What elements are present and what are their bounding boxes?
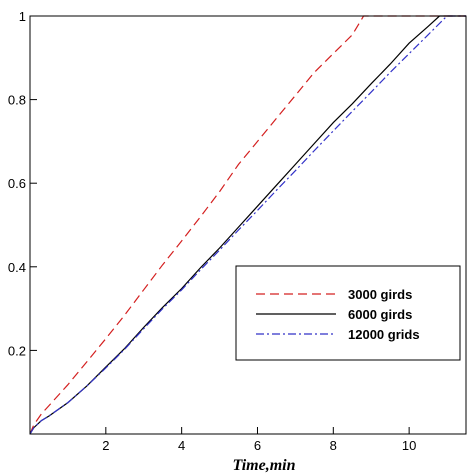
plot-frame	[29, 15, 467, 435]
x-axis-title: Time,min	[233, 457, 296, 474]
y-tick-label: 1	[19, 9, 26, 24]
legend-label: 6000 girds	[348, 307, 412, 322]
series-line-2	[29, 15, 466, 435]
series-line-3	[29, 15, 466, 435]
series-lines	[29, 15, 466, 435]
x-tick-label: 8	[330, 438, 337, 453]
x-tick-label: 4	[178, 438, 185, 453]
y-tick-label: 0.8	[8, 93, 26, 108]
legend: 3000 girds 6000 girds 12000 grids	[235, 265, 461, 361]
y-tick-label: 0.4	[8, 260, 26, 275]
y-tick-label: 0.2	[8, 343, 26, 358]
y-tick-label: 0.6	[8, 176, 26, 191]
legend-box	[235, 265, 461, 361]
x-tick-label: 2	[102, 438, 109, 453]
x-tick-label: 10	[402, 438, 416, 453]
x-tick-label: 6	[254, 438, 261, 453]
series-line-1	[29, 15, 466, 435]
legend-label: 12000 grids	[348, 327, 420, 342]
axis-ticks: 2 4 6 8 10 0.2 0.4 0.6 0.8 1	[8, 9, 416, 453]
legend-label: 3000 girds	[348, 287, 412, 302]
